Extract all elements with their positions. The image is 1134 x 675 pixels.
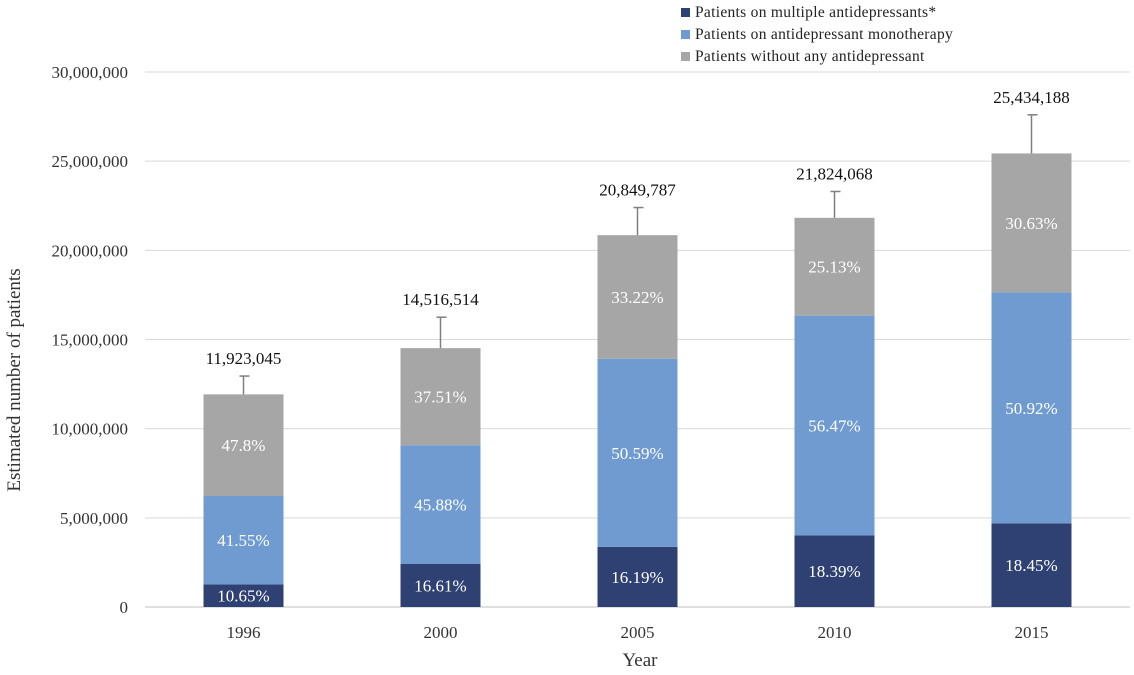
total-label-2010: 21,824,068 [796,164,873,183]
x-tick-label-2005: 2005 [621,623,655,642]
bar-segment-2010-1 [794,315,875,536]
bar-segment-2000-0 [400,564,481,607]
segment-label-2010-0: 18.39% [808,562,860,581]
bar-segment-2015-1 [991,292,1072,524]
legend-label-1: Patients on antidepressant monotherapy [695,26,953,43]
segment-label-2015-2: 30.63% [1005,214,1057,233]
segment-label-2005-2: 33.22% [611,288,663,307]
total-label-2005: 20,849,787 [599,181,676,200]
bar-segment-2015-0 [991,523,1072,607]
bar-segment-1996-2 [203,394,284,497]
bar-segment-1996-0 [203,584,284,607]
segment-label-2000-2: 37.51% [414,388,466,407]
segment-label-2005-1: 50.59% [611,444,663,463]
total-label-1996: 11,923,045 [206,349,282,368]
y-tick-label-3: 15,000,000 [52,331,129,350]
legend-label-2: Patients without any antidepressant [695,48,925,65]
segment-label-2015-0: 18.45% [1005,556,1057,575]
y-tick-label-6: 30,000,000 [52,63,129,82]
x-axis-title: Year [622,650,658,670]
y-tick-label-5: 25,000,000 [52,152,129,171]
bar-segment-2000-1 [400,445,481,565]
bar-segment-2010-0 [794,535,875,607]
bar-segment-2010-2 [794,217,875,316]
bar-segment-1996-1 [203,496,284,585]
segment-label-2005-0: 16.19% [611,568,663,587]
bar-segment-2000-2 [400,348,481,446]
bar-segment-2015-2 [991,153,1072,293]
x-tick-label-1996: 1996 [227,623,261,642]
segment-label-2000-0: 16.61% [414,577,466,596]
total-label-2000: 14,516,514 [402,290,479,309]
segment-label-2000-1: 45.88% [414,496,466,515]
segment-label-2015-1: 50.92% [1005,399,1057,418]
segment-label-1996-0: 10.65% [217,587,269,606]
bars [203,114,1072,607]
bar-segment-2005-0 [597,546,678,607]
y-tick-label-1: 5,000,000 [60,509,128,528]
legend-swatch-0 [681,8,690,17]
bar-segment-2005-1 [597,358,678,547]
bar-segment-2005-2 [597,235,678,359]
x-tick-label-2010: 2010 [818,623,852,642]
segment-label-1996-1: 41.55% [217,531,269,550]
segment-label-1996-2: 47.8% [222,436,266,455]
y-tick-label-0: 0 [120,598,129,617]
y-tick-label-4: 20,000,000 [52,241,129,260]
segment-label-2010-1: 56.47% [808,417,860,436]
y-axis-ticks: 0 5,000,000 10,000,000 15,000,000 20,000,000… [52,63,129,617]
legend: Patients on multiple antidepressants* Pat… [681,4,953,65]
x-tick-label-2015: 2015 [1015,623,1049,642]
legend-swatch-1 [681,30,690,39]
y-axis-title: Estimated number of patients [4,268,25,491]
data-labels: 10.65% 41.55% 47.8% 11,923,045 16.61% 45.88% 3… [206,88,1070,606]
x-tick-label-2000: 2000 [424,623,458,642]
legend-swatch-2 [681,52,690,61]
total-label-2015: 25,434,188 [993,88,1070,107]
y-tick-label-2: 10,000,000 [52,420,129,439]
segment-label-2010-2: 25.13% [808,258,860,277]
legend-label-0: Patients on multiple antidepressants* [695,4,936,21]
x-axis-ticks: 1996 2000 2005 2010 2015 [227,623,1049,642]
